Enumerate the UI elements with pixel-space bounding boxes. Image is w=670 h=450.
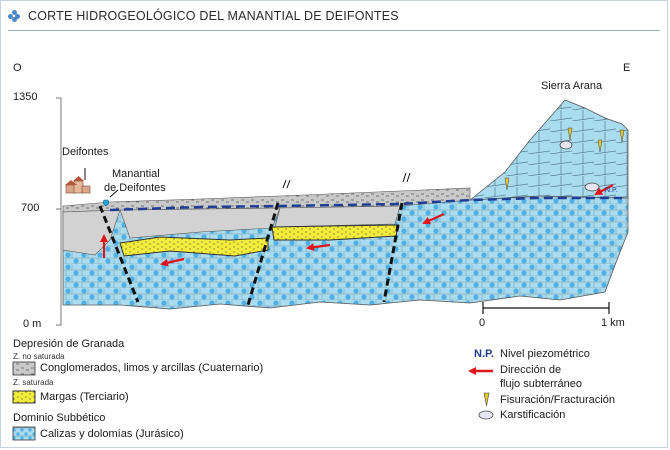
east-label: E [623, 62, 631, 74]
deifontes-town-icon [65, 176, 91, 194]
legend-flow-line1: Dirección de [500, 364, 562, 376]
scale-end-label: 1 km [601, 317, 625, 329]
fissure-marks [504, 127, 625, 191]
legend-swatch-limestones [12, 426, 36, 441]
title-bar: CORTE HIDROGEOLÓGICO DEL MANANTIAL DE DE… [8, 9, 399, 23]
y-tick-0: 0 m [23, 318, 42, 330]
title-divider [8, 30, 660, 31]
flow-arrows [100, 184, 614, 267]
legend-np-label: Nivel piezométrico [500, 348, 590, 360]
y-tick-700: 700 [21, 202, 40, 214]
legend-np-symbol: N.P. [474, 348, 494, 360]
marl-layer-west [119, 236, 269, 257]
deifontes-label: Deifontes [62, 146, 109, 158]
legend-conglomerates-label: Conglomerados, limos y arcillas (Cuatern… [40, 362, 264, 374]
legend-karst-icon [478, 410, 494, 420]
spring-label-line1: Manantial [112, 168, 160, 180]
legend-flow-line2: flujo subterráneo [500, 378, 582, 390]
y-tick-1350: 1350 [13, 91, 38, 103]
legend-swatch-conglomerates [12, 361, 36, 376]
spring-label-line2: de Deifontes [104, 182, 166, 194]
diamond-dots-icon [8, 10, 20, 22]
sierra-arana-massif [468, 99, 629, 201]
scale-bar [482, 302, 610, 314]
legend-group-granada: Depresión de Granada [13, 338, 125, 350]
vertical-axis [56, 97, 62, 326]
legend-karst-label: Karstificación [500, 409, 566, 421]
legend-fissure-icon [483, 392, 490, 407]
legend-unsat-zone: Z. no saturada [13, 352, 65, 361]
west-label: O [13, 62, 22, 74]
fault-lines [98, 202, 404, 306]
legend-sat-zone: Z. saturada [13, 378, 54, 387]
spring-icon [103, 189, 119, 207]
legend-group-subbetic: Dominio Subbético [13, 412, 106, 424]
figure-title: CORTE HIDROGEOLÓGICO DEL MANANTIAL DE DE… [28, 9, 399, 23]
legend-swatch-marls [12, 390, 36, 404]
legend-marls-label: Margas (Terciario) [40, 391, 129, 403]
fracture-marks [282, 172, 411, 189]
legend-fissure-label: Fisuración/Fracturación [500, 394, 615, 406]
np-tag-label: N.P. [605, 187, 618, 194]
sierra-arana-label: Sierra Arana [541, 80, 603, 92]
legend-limestones-label: Calizas y dolomías (Jurásico) [40, 428, 184, 440]
scale-start-label: 0 [479, 317, 486, 329]
water-table-line [109, 196, 622, 212]
